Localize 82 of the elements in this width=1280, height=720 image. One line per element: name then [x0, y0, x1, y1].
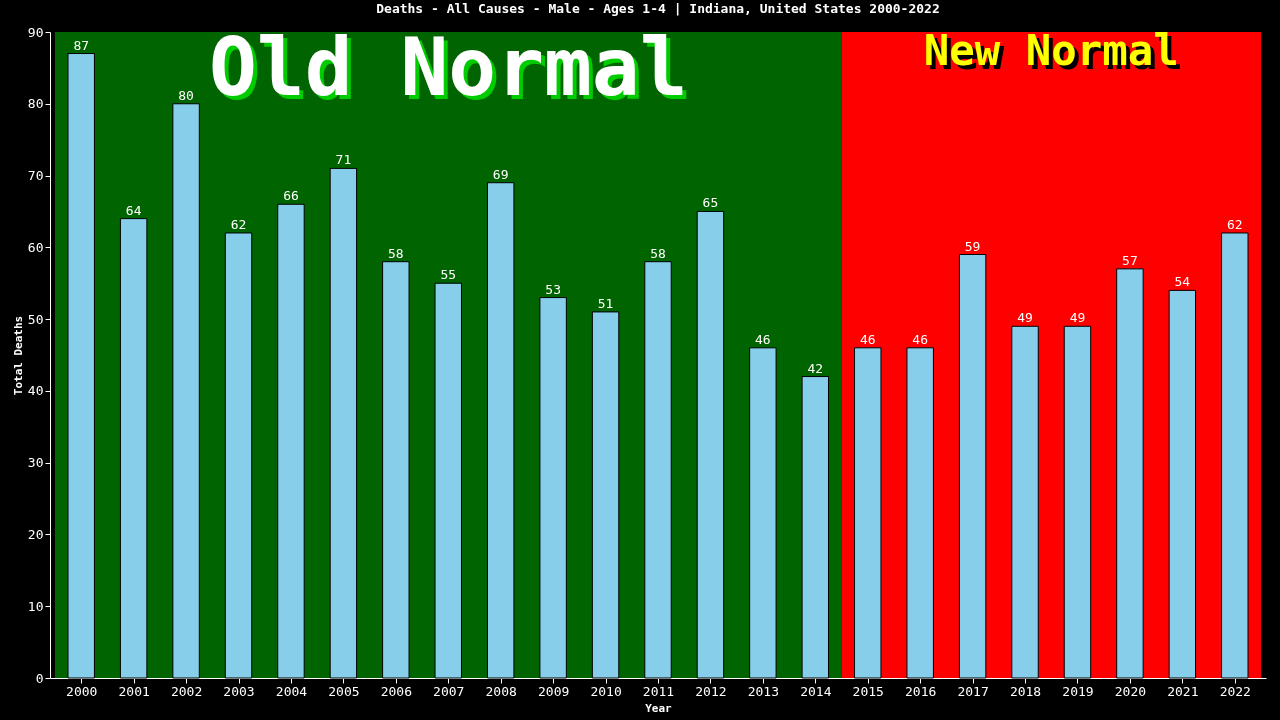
bar — [1168, 289, 1197, 679]
x-tick-label: 2017 — [957, 683, 989, 699]
data-label: 49 — [1017, 310, 1033, 326]
x-tick-label: 2012 — [695, 683, 727, 699]
bar — [1063, 325, 1092, 679]
x-tick-label: 2005 — [328, 683, 360, 699]
data-label: 66 — [283, 188, 299, 204]
chart-title: Deaths - All Causes - Male - Ages 1-4 | Indiana, United States 2000-2022 — [376, 1, 940, 16]
bar — [434, 282, 462, 679]
data-label: 62 — [230, 216, 247, 232]
data-label: 58 — [650, 245, 666, 261]
data-label: 87 — [73, 37, 90, 53]
data-label: 62 — [1226, 216, 1243, 232]
x-tick-label: 2009 — [537, 683, 570, 699]
y-tick-label: 30 — [27, 455, 44, 471]
x-axis-title: Year — [645, 701, 673, 715]
y-tick-label: 0 — [35, 670, 44, 686]
y-tick-label: 70 — [27, 168, 44, 184]
data-label: 58 — [388, 245, 404, 261]
bar — [119, 218, 148, 679]
bar — [172, 103, 200, 679]
x-tick-label: 2022 — [1219, 683, 1251, 699]
data-label: 46 — [912, 331, 928, 347]
y-axis-title: Total Deaths — [11, 315, 25, 396]
x-tick-label: 2004 — [275, 683, 308, 699]
bar — [1011, 325, 1039, 679]
data-label: 42 — [807, 360, 824, 376]
data-label: 65 — [702, 195, 719, 211]
x-tick-label: 2019 — [1062, 683, 1094, 699]
x-tick-label: 2003 — [223, 683, 255, 699]
bar — [801, 376, 830, 679]
x-tick-label: 2020 — [1114, 683, 1147, 699]
x-tick-label: 2002 — [170, 683, 203, 699]
x-tick-label: 2006 — [380, 683, 412, 699]
y-tick-label: 20 — [27, 526, 44, 542]
data-label: 57 — [1122, 252, 1138, 268]
x-tick-label: 2000 — [66, 683, 98, 699]
bar — [382, 261, 410, 679]
data-label: 49 — [1069, 310, 1086, 326]
x-tick-label: 2010 — [590, 683, 622, 699]
data-label: 59 — [964, 238, 981, 254]
bar — [958, 254, 987, 679]
bar — [696, 210, 725, 679]
bar — [1116, 268, 1144, 679]
bar — [749, 347, 777, 679]
x-tick-label: 2013 — [747, 683, 780, 699]
data-label: 53 — [545, 281, 561, 297]
x-tick-label: 2011 — [642, 683, 675, 699]
data-label: 46 — [859, 331, 876, 347]
bar — [486, 182, 515, 679]
bar — [539, 297, 567, 679]
y-tick-label: 50 — [27, 311, 44, 327]
data-label: 71 — [335, 152, 352, 168]
y-tick-label: 60 — [27, 239, 44, 255]
data-label: 46 — [755, 331, 771, 347]
x-tick-label: 2001 — [118, 683, 150, 699]
x-tick-label: 2015 — [852, 683, 884, 699]
x-tick-label: 2018 — [1009, 683, 1042, 699]
bar — [1221, 232, 1249, 679]
y-tick-label: 90 — [27, 24, 44, 40]
data-label: 55 — [440, 267, 457, 283]
data-label: 69 — [492, 166, 509, 182]
x-tick-label: 2007 — [433, 683, 465, 699]
data-label: 80 — [178, 87, 194, 103]
y-tick-label: 80 — [27, 96, 44, 112]
y-tick-label: 10 — [27, 598, 44, 614]
y-tick-label: 40 — [27, 383, 44, 399]
bar — [224, 232, 253, 679]
data-label: 64 — [125, 202, 142, 218]
bar — [329, 167, 358, 679]
bar — [644, 261, 672, 679]
bar — [67, 53, 95, 679]
bar — [854, 347, 882, 679]
x-tick-label: 2016 — [905, 683, 937, 699]
x-tick-label: 2008 — [485, 683, 517, 699]
bar — [906, 347, 934, 679]
data-label: 51 — [597, 295, 614, 311]
x-tick-label: 2014 — [800, 683, 832, 699]
bar — [277, 203, 305, 679]
bar — [591, 311, 620, 679]
data-label: 54 — [1174, 274, 1191, 290]
x-tick-label: 2021 — [1167, 683, 1199, 699]
